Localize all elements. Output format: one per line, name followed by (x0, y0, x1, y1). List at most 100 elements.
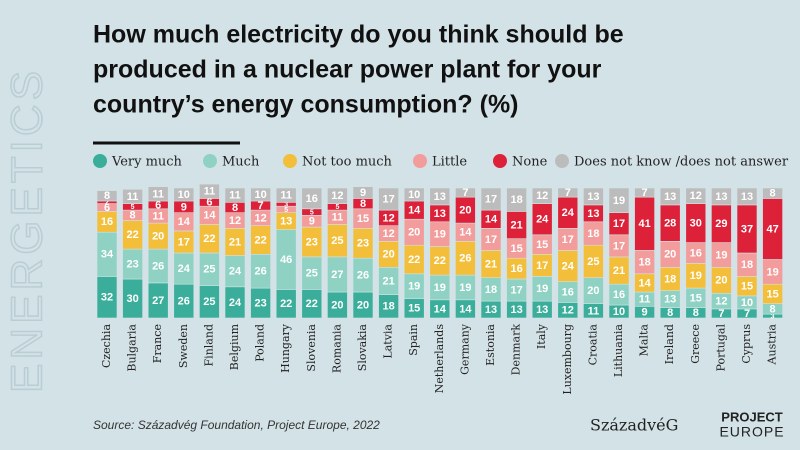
value-label: 22 (408, 254, 420, 266)
value-label: 12 (382, 228, 394, 240)
value-label: 11 (204, 186, 216, 198)
value-label: 24 (562, 260, 575, 272)
value-label: 16 (306, 193, 318, 205)
value-label: 11 (588, 305, 600, 317)
value-label: 20 (152, 231, 164, 243)
legend-label: Much (222, 155, 260, 170)
value-label: 18 (587, 228, 599, 240)
bar-segment (506, 187, 527, 212)
value-label: 8 (360, 198, 366, 210)
value-label: 22 (203, 233, 215, 245)
value-label: 29 (715, 218, 727, 230)
value-label: 26 (178, 296, 190, 308)
value-label: 17 (613, 240, 625, 252)
value-label: 15 (766, 288, 778, 300)
value-label: 6 (155, 199, 161, 211)
value-label: 20 (408, 227, 420, 239)
bar-segment (659, 187, 681, 206)
category-label: Germany (458, 323, 471, 375)
bar-segment (122, 189, 143, 204)
bar-segment (480, 187, 502, 211)
value-label: 7 (642, 187, 648, 199)
bar-segment (762, 187, 783, 199)
value-label: 16 (510, 263, 522, 275)
value-label: 21 (510, 219, 522, 231)
value-label: 16 (562, 286, 574, 298)
value-label: 7 (565, 187, 571, 199)
value-label: 14 (485, 214, 498, 226)
value-label: 9 (642, 307, 648, 319)
value-label: 13 (434, 208, 446, 220)
value-label: 20 (331, 299, 343, 311)
value-label: 12 (331, 190, 343, 202)
value-label: 10 (741, 297, 753, 309)
value-label: 30 (126, 293, 138, 305)
category-label: Romania (330, 324, 343, 373)
value-label: 14 (203, 210, 216, 222)
value-label: 25 (203, 264, 215, 276)
value-label: 13 (715, 191, 727, 203)
bar-segment (634, 187, 655, 198)
value-label: 9 (181, 201, 187, 213)
value-label: 24 (229, 266, 242, 278)
value-label: 18 (485, 284, 497, 296)
value-label: 23 (357, 238, 369, 250)
value-label: 26 (254, 266, 266, 278)
value-label: 46 (280, 254, 292, 266)
category-label: Czechia (100, 324, 113, 368)
value-label: 25 (203, 296, 215, 308)
value-label: 17 (485, 234, 497, 246)
value-label: 7 (744, 308, 750, 320)
category-label: Spain (407, 324, 420, 356)
value-label: 20 (715, 275, 727, 287)
value-label: 22 (126, 229, 138, 241)
bar-segment (455, 187, 476, 198)
category-label: Portugal (714, 324, 727, 372)
value-label: 8 (693, 307, 699, 319)
legend-swatch (413, 154, 427, 168)
category-label: Netherlands (433, 324, 446, 394)
category-label: Croatia (586, 324, 599, 366)
value-label: 26 (357, 270, 369, 282)
value-label: 3 (771, 313, 775, 320)
value-label: 14 (178, 216, 191, 228)
value-label: 13 (587, 191, 599, 203)
value-label: 11 (280, 190, 292, 202)
value-label: 21 (613, 265, 625, 277)
value-label: 23 (254, 297, 266, 309)
bar-segment (403, 187, 425, 202)
bar-segment (199, 183, 220, 199)
value-label: 17 (178, 236, 190, 248)
value-label: 2 (105, 200, 109, 207)
value-label: 8 (770, 188, 776, 200)
value-label: 5 (284, 207, 288, 214)
value-label: 15 (408, 303, 420, 315)
value-label: 20 (382, 249, 394, 261)
bar-segment (608, 187, 630, 214)
value-label: 7 (258, 200, 264, 212)
value-label: 28 (664, 218, 676, 230)
value-label: 8 (232, 202, 238, 214)
category-label: France (151, 324, 164, 363)
category-label: Ireland (663, 324, 676, 364)
value-label: 22 (434, 255, 446, 267)
value-label: 13 (664, 191, 676, 203)
value-label: 18 (510, 194, 522, 206)
value-label: 24 (536, 214, 549, 226)
value-label: 11 (229, 190, 241, 202)
value-label: 19 (690, 270, 702, 282)
value-label: 23 (306, 236, 318, 248)
title-line: How much electricity do you think should… (93, 21, 624, 49)
value-label: 17 (562, 234, 574, 246)
value-label: 13 (485, 304, 497, 316)
value-label: 22 (280, 298, 292, 310)
value-label: 13 (536, 304, 548, 316)
legend-label: Very much (111, 155, 183, 170)
value-label: 12 (382, 212, 394, 224)
value-label: 18 (664, 273, 676, 285)
legend-label: Not too much (302, 155, 393, 170)
value-label: 21 (485, 258, 497, 270)
bar-segment (224, 187, 246, 203)
value-label: 19 (459, 282, 471, 294)
